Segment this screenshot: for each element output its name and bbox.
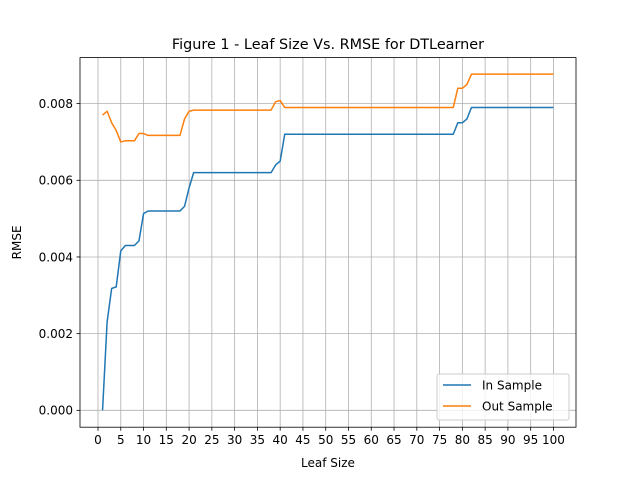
series-line-out-sample (102, 73, 554, 143)
x-tick-label: 25 (204, 433, 219, 447)
x-tick-label: 70 (409, 433, 424, 447)
x-tick-label: 30 (227, 433, 242, 447)
y-tick-label: 0.004 (39, 250, 73, 264)
y-tick-label: 0.002 (39, 327, 73, 341)
grid-lines (80, 57, 576, 428)
axis-ticks: 0 5 10 15 20 25 30 35 40 45 50 55 60 65 70 75 80 85 90 95 10… (39, 97, 565, 447)
x-tick-label: 65 (386, 433, 401, 447)
x-tick-label: 55 (341, 433, 356, 447)
x-tick-label: 0 (94, 433, 102, 447)
x-tick-label: 20 (181, 433, 196, 447)
x-tick-label: 10 (136, 433, 151, 447)
plot-area-frame (79, 57, 577, 428)
x-tick-label: 60 (364, 433, 379, 447)
y-tick-label: 0.006 (39, 174, 73, 188)
x-tick-label: 85 (477, 433, 492, 447)
series-lines (101, 73, 554, 411)
y-tick-label: 0.008 (39, 97, 73, 111)
x-tick-label: 80 (455, 433, 470, 447)
x-tick-label: 75 (432, 433, 447, 447)
x-tick-label: 5 (117, 433, 125, 447)
x-tick-label: 90 (500, 433, 515, 447)
x-tick-label: 95 (523, 433, 538, 447)
legend-label-out-sample: Out Sample (482, 400, 553, 414)
legend: In Sample Out Sample (436, 373, 570, 421)
series-line-in-sample (101, 106, 554, 411)
x-tick-label: 15 (159, 433, 174, 447)
y-axis-label: RMSE (10, 225, 24, 259)
legend-label-in-sample: In Sample (482, 379, 542, 393)
y-tick-label: 0.000 (39, 404, 73, 418)
x-tick-label: 35 (250, 433, 265, 447)
x-tick-label: 100 (542, 433, 565, 447)
x-tick-label: 40 (273, 433, 288, 447)
chart-title: Figure 1 - Leaf Size Vs. RMSE for DTLear… (172, 37, 484, 53)
x-tick-label: 50 (318, 433, 333, 447)
x-axis-label: Leaf Size (301, 456, 355, 470)
x-tick-label: 45 (295, 433, 310, 447)
